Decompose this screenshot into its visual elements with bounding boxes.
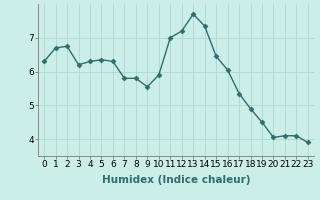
X-axis label: Humidex (Indice chaleur): Humidex (Indice chaleur) — [102, 175, 250, 185]
